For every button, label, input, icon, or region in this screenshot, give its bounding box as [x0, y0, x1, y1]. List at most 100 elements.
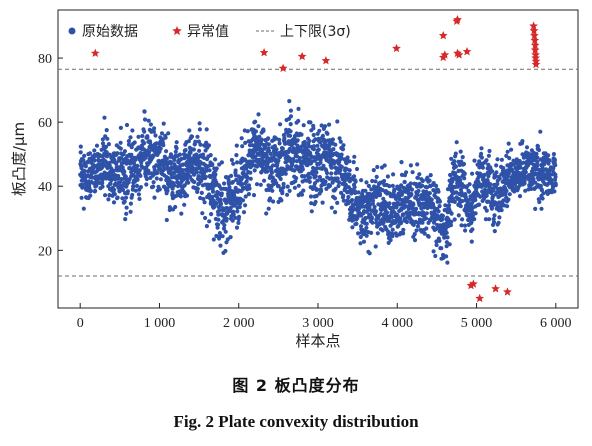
raw-point [88, 193, 93, 198]
raw-point [202, 200, 207, 205]
outlier-point [392, 43, 401, 53]
raw-point [458, 178, 463, 183]
raw-point [517, 194, 523, 199]
raw-point [220, 234, 225, 239]
raw-point [184, 193, 190, 198]
raw-point [207, 219, 212, 224]
outlier-point [453, 15, 462, 24]
raw-point [299, 132, 304, 137]
raw-point [87, 151, 93, 156]
raw-point [185, 168, 190, 173]
raw-point [482, 172, 487, 177]
raw-point [278, 122, 283, 127]
raw-point [183, 148, 188, 153]
raw-point [245, 129, 250, 134]
raw-point [340, 147, 346, 152]
raw-point [457, 197, 462, 202]
raw-point [104, 128, 109, 133]
raw-point [201, 171, 207, 176]
raw-point [270, 163, 276, 168]
raw-point [509, 147, 514, 152]
raw-point [472, 158, 477, 163]
raw-point [553, 183, 558, 188]
raw-point [288, 129, 293, 134]
raw-point [126, 139, 131, 144]
y-tick-label: 40 [38, 180, 52, 195]
raw-point [130, 128, 135, 133]
raw-point [89, 170, 94, 175]
raw-point [276, 184, 281, 189]
raw-point [83, 164, 88, 169]
raw-point [137, 168, 142, 173]
raw-point [271, 199, 276, 204]
raw-point [214, 201, 219, 206]
raw-point [211, 237, 216, 242]
raw-point [122, 149, 127, 154]
raw-point [308, 194, 314, 199]
raw-point [272, 144, 277, 149]
raw-point [164, 149, 169, 154]
raw-point [94, 183, 99, 188]
raw-point [204, 224, 209, 229]
raw-point [358, 241, 363, 246]
raw-point [231, 161, 236, 166]
raw-point [457, 162, 462, 168]
raw-point [428, 173, 433, 178]
raw-point [385, 210, 390, 215]
raw-point [472, 217, 477, 222]
raw-point [174, 140, 179, 145]
raw-point [314, 193, 319, 198]
raw-point [168, 152, 174, 157]
raw-point [463, 228, 468, 233]
raw-point [356, 190, 361, 195]
raw-point [274, 147, 279, 152]
raw-point [118, 125, 123, 130]
raw-point [103, 193, 108, 198]
raw-point [547, 158, 552, 163]
raw-point [218, 201, 224, 206]
raw-point [161, 143, 166, 148]
raw-point [265, 169, 270, 174]
raw-point [223, 248, 228, 254]
raw-point [431, 249, 436, 254]
outlier-point [530, 31, 539, 40]
raw-point [285, 192, 290, 197]
outlier-point [440, 50, 450, 59]
raw-point [140, 165, 146, 170]
raw-point [318, 189, 324, 194]
raw-point [343, 182, 348, 187]
raw-point [424, 211, 429, 216]
raw-point [196, 174, 201, 179]
raw-point [123, 174, 128, 179]
raw-point [92, 158, 97, 163]
raw-point [289, 143, 294, 148]
raw-point [315, 178, 320, 183]
raw-point [460, 198, 465, 204]
raw-point [193, 139, 198, 144]
raw-point [234, 225, 240, 230]
y-axis-title: 板凸度/μm [10, 122, 28, 196]
raw-point [129, 145, 134, 150]
raw-point [437, 238, 442, 243]
raw-point [341, 198, 346, 203]
axis-ticks: 0 1 000 2 000 3 000 4 000 5 000 6 000 20 40 60 80 [38, 52, 572, 331]
raw-point [237, 204, 242, 210]
raw-point [364, 180, 369, 185]
raw-point [236, 220, 241, 225]
outlier-point [462, 47, 472, 56]
raw-point [479, 151, 484, 156]
raw-point [504, 188, 509, 193]
raw-point [111, 200, 117, 205]
raw-point [352, 185, 357, 190]
raw-point [535, 144, 541, 149]
raw-point [251, 159, 256, 164]
raw-point [345, 155, 350, 160]
raw-point [262, 178, 267, 183]
raw-point [282, 135, 287, 141]
raw-point [496, 220, 501, 225]
raw-point [409, 192, 414, 197]
raw-point [314, 187, 319, 192]
raw-point [373, 244, 378, 249]
raw-point [399, 192, 404, 197]
raw-point [178, 194, 183, 199]
